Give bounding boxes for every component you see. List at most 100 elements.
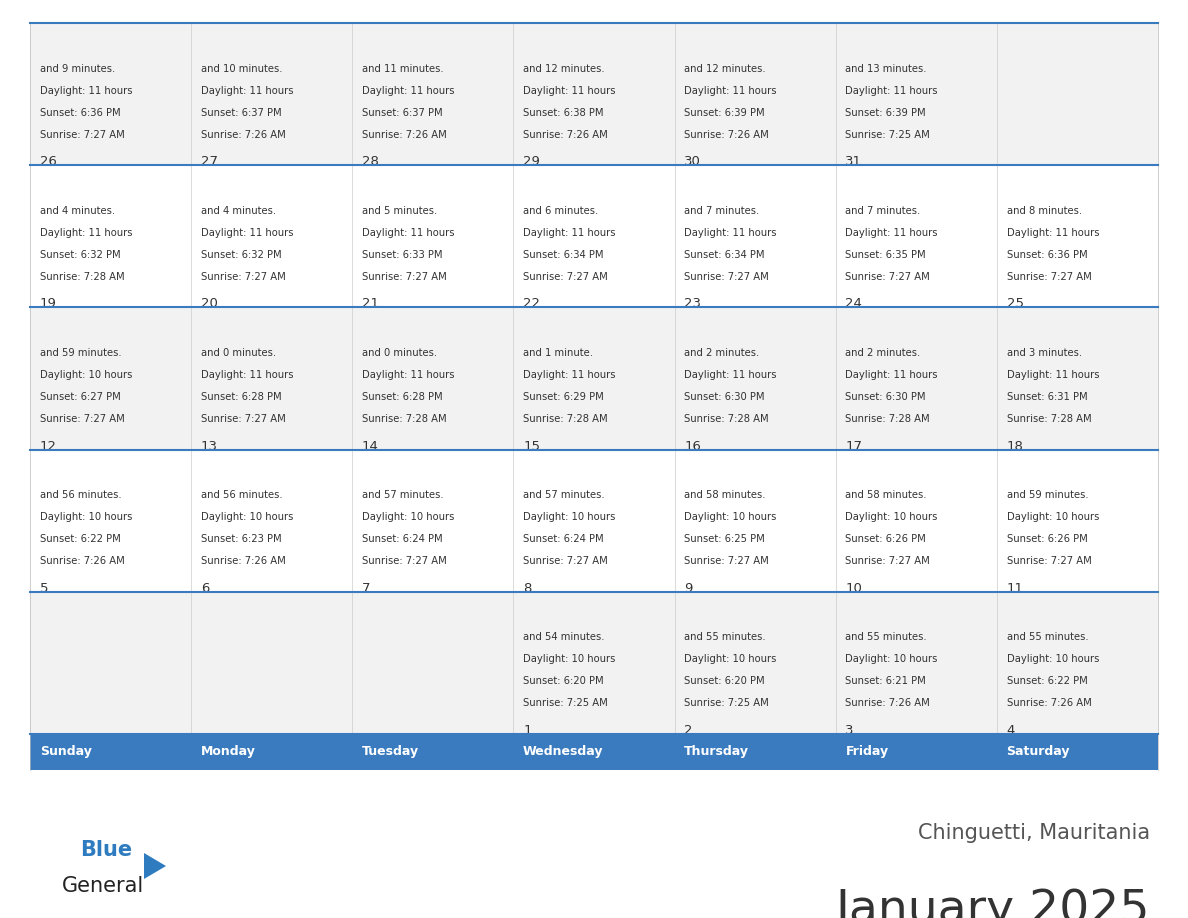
Text: 23: 23 <box>684 297 701 310</box>
Text: and 55 minutes.: and 55 minutes. <box>684 633 766 643</box>
Text: Friday: Friday <box>846 745 889 758</box>
Text: Daylight: 10 hours: Daylight: 10 hours <box>362 512 454 522</box>
Text: Sunset: 6:23 PM: Sunset: 6:23 PM <box>201 534 282 544</box>
Bar <box>353 308 513 450</box>
Bar <box>191 734 353 770</box>
Text: Sunset: 6:37 PM: Sunset: 6:37 PM <box>201 107 282 118</box>
Text: Sunset: 6:28 PM: Sunset: 6:28 PM <box>201 392 282 402</box>
Text: Sunset: 6:24 PM: Sunset: 6:24 PM <box>523 534 604 544</box>
Text: Sunset: 6:28 PM: Sunset: 6:28 PM <box>362 392 443 402</box>
Bar <box>191 165 353 308</box>
Bar <box>353 23 513 165</box>
Text: and 59 minutes.: and 59 minutes. <box>1006 490 1088 500</box>
Text: Sunrise: 7:27 AM: Sunrise: 7:27 AM <box>39 129 125 140</box>
Text: Sunrise: 7:27 AM: Sunrise: 7:27 AM <box>684 272 769 282</box>
Text: and 9 minutes.: and 9 minutes. <box>39 63 115 73</box>
Text: Sunrise: 7:26 AM: Sunrise: 7:26 AM <box>684 129 769 140</box>
Text: Sunrise: 7:27 AM: Sunrise: 7:27 AM <box>362 272 447 282</box>
Text: Daylight: 11 hours: Daylight: 11 hours <box>684 370 777 380</box>
Text: Daylight: 11 hours: Daylight: 11 hours <box>39 85 132 95</box>
Bar <box>30 592 191 734</box>
Text: Daylight: 10 hours: Daylight: 10 hours <box>201 512 293 522</box>
Bar <box>675 165 835 308</box>
Text: 7: 7 <box>362 582 371 595</box>
Text: Sunrise: 7:26 AM: Sunrise: 7:26 AM <box>201 556 285 566</box>
Text: 15: 15 <box>523 440 541 453</box>
Text: 13: 13 <box>201 440 217 453</box>
Text: Sunrise: 7:28 AM: Sunrise: 7:28 AM <box>684 414 769 424</box>
Text: Sunset: 6:26 PM: Sunset: 6:26 PM <box>846 534 927 544</box>
Text: Daylight: 11 hours: Daylight: 11 hours <box>201 228 293 238</box>
Bar <box>30 308 191 450</box>
Text: Daylight: 11 hours: Daylight: 11 hours <box>523 85 615 95</box>
Bar <box>30 734 191 770</box>
Text: Sunrise: 7:28 AM: Sunrise: 7:28 AM <box>362 414 447 424</box>
Text: Sunset: 6:36 PM: Sunset: 6:36 PM <box>39 107 120 118</box>
Bar <box>30 450 191 592</box>
Text: 10: 10 <box>846 582 862 595</box>
Text: Daylight: 10 hours: Daylight: 10 hours <box>846 655 937 665</box>
Text: January 2025: January 2025 <box>835 888 1150 918</box>
Text: Daylight: 11 hours: Daylight: 11 hours <box>846 85 937 95</box>
Text: Sunrise: 7:26 AM: Sunrise: 7:26 AM <box>362 129 447 140</box>
Text: Daylight: 10 hours: Daylight: 10 hours <box>846 512 937 522</box>
Bar <box>835 23 997 165</box>
Text: Sunset: 6:37 PM: Sunset: 6:37 PM <box>362 107 443 118</box>
Text: Sunset: 6:26 PM: Sunset: 6:26 PM <box>1006 534 1087 544</box>
Text: Saturday: Saturday <box>1006 745 1070 758</box>
Text: Sunset: 6:34 PM: Sunset: 6:34 PM <box>523 250 604 260</box>
Text: Daylight: 11 hours: Daylight: 11 hours <box>1006 370 1099 380</box>
Text: 19: 19 <box>39 297 57 310</box>
Text: Daylight: 11 hours: Daylight: 11 hours <box>362 370 455 380</box>
Text: Daylight: 11 hours: Daylight: 11 hours <box>201 370 293 380</box>
Text: Sunrise: 7:27 AM: Sunrise: 7:27 AM <box>1006 272 1092 282</box>
Text: Sunset: 6:39 PM: Sunset: 6:39 PM <box>684 107 765 118</box>
Text: Daylight: 11 hours: Daylight: 11 hours <box>39 228 132 238</box>
Text: and 57 minutes.: and 57 minutes. <box>523 490 605 500</box>
Bar <box>675 450 835 592</box>
Text: Blue: Blue <box>80 840 132 860</box>
Text: 6: 6 <box>201 582 209 595</box>
Text: 26: 26 <box>39 155 57 168</box>
Bar <box>997 308 1158 450</box>
Text: Sunrise: 7:26 AM: Sunrise: 7:26 AM <box>846 699 930 709</box>
Text: Daylight: 10 hours: Daylight: 10 hours <box>523 512 615 522</box>
Text: Sunset: 6:20 PM: Sunset: 6:20 PM <box>684 677 765 687</box>
Bar <box>513 23 675 165</box>
Text: and 12 minutes.: and 12 minutes. <box>684 63 766 73</box>
Bar <box>513 165 675 308</box>
Bar <box>997 450 1158 592</box>
Text: 22: 22 <box>523 297 541 310</box>
Bar <box>997 734 1158 770</box>
Bar <box>30 165 191 308</box>
Text: and 0 minutes.: and 0 minutes. <box>201 348 276 358</box>
Bar <box>191 450 353 592</box>
Text: 31: 31 <box>846 155 862 168</box>
Text: and 7 minutes.: and 7 minutes. <box>684 206 759 216</box>
Text: and 58 minutes.: and 58 minutes. <box>684 490 766 500</box>
Text: Sunset: 6:32 PM: Sunset: 6:32 PM <box>39 250 120 260</box>
Text: Sunrise: 7:25 AM: Sunrise: 7:25 AM <box>684 699 769 709</box>
Text: and 6 minutes.: and 6 minutes. <box>523 206 599 216</box>
Text: 16: 16 <box>684 440 701 453</box>
Text: Sunset: 6:22 PM: Sunset: 6:22 PM <box>1006 677 1087 687</box>
Bar <box>353 734 513 770</box>
Text: Sunset: 6:31 PM: Sunset: 6:31 PM <box>1006 392 1087 402</box>
Text: Daylight: 11 hours: Daylight: 11 hours <box>362 85 455 95</box>
Bar <box>191 592 353 734</box>
Text: Daylight: 10 hours: Daylight: 10 hours <box>684 655 777 665</box>
Text: General: General <box>62 876 144 896</box>
Text: Monday: Monday <box>201 745 255 758</box>
Text: and 55 minutes.: and 55 minutes. <box>846 633 927 643</box>
Text: and 58 minutes.: and 58 minutes. <box>846 490 927 500</box>
Text: Sunset: 6:36 PM: Sunset: 6:36 PM <box>1006 250 1087 260</box>
Text: 29: 29 <box>523 155 541 168</box>
Text: and 4 minutes.: and 4 minutes. <box>201 206 276 216</box>
Bar <box>513 450 675 592</box>
Text: 12: 12 <box>39 440 57 453</box>
Text: Sunrise: 7:27 AM: Sunrise: 7:27 AM <box>201 272 285 282</box>
Bar <box>835 165 997 308</box>
Text: Daylight: 11 hours: Daylight: 11 hours <box>201 85 293 95</box>
Text: 21: 21 <box>362 297 379 310</box>
Text: Sunrise: 7:28 AM: Sunrise: 7:28 AM <box>846 414 930 424</box>
